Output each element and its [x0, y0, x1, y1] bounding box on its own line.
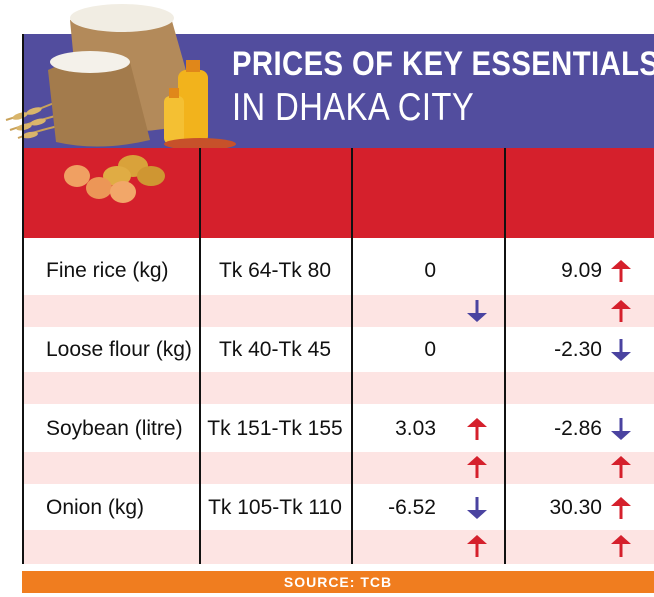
- change-value-1: 0: [424, 259, 436, 282]
- arrow-down-icon: [611, 339, 631, 361]
- page-subtitle: IN DHAKA CITY: [232, 86, 475, 129]
- column-divider-2: [351, 148, 353, 564]
- row-band-3: [22, 452, 654, 484]
- change-value-2: 30.30: [549, 496, 602, 519]
- price-range: Tk 105-Tk 110: [208, 496, 342, 519]
- arrow-up-icon: [611, 456, 631, 478]
- row-band-1: [22, 295, 654, 327]
- arrow-down-icon: [467, 300, 487, 322]
- arrow-up-icon: [467, 535, 487, 557]
- row-band-4: [22, 530, 654, 564]
- price-range: Tk 64-Tk 80: [218, 259, 332, 282]
- arrow-up-icon: [611, 497, 631, 519]
- column-divider-3: [504, 148, 506, 564]
- grain-sacks-illustration: [5, 4, 236, 150]
- change-value-1: -6.52: [388, 496, 436, 519]
- row-band-2: [22, 372, 654, 404]
- column-divider-1: [199, 148, 201, 564]
- arrow-up-icon: [611, 300, 631, 322]
- item-label: Loose flour (kg): [46, 338, 192, 361]
- item-label: Fine rice (kg): [46, 259, 169, 282]
- item-label: Soybean (litre): [46, 417, 183, 440]
- change-value-2: -2.86: [554, 417, 602, 440]
- arrow-up-icon: [611, 260, 631, 282]
- page-title: PRICES OF KEY ESSENTIALS: [232, 45, 654, 83]
- change-value-1: 0: [424, 338, 436, 361]
- change-value-2: -2.30: [554, 338, 602, 361]
- change-value-2: 9.09: [561, 259, 602, 282]
- change-value-1: 3.03: [395, 417, 436, 440]
- arrow-down-icon: [467, 497, 487, 519]
- arrow-down-icon: [611, 418, 631, 440]
- eggs-potatoes-illustration: [64, 155, 165, 203]
- source-bar: [22, 571, 654, 593]
- arrow-up-icon: [467, 418, 487, 440]
- price-range: Tk 151-Tk 155: [207, 417, 343, 440]
- table-left-border: [22, 34, 24, 564]
- price-range: Tk 40-Tk 45: [218, 338, 332, 361]
- item-label: Onion (kg): [46, 496, 145, 519]
- source-label: SOURCE: TCB: [283, 574, 393, 590]
- arrow-up-icon: [467, 456, 487, 478]
- arrow-up-icon: [611, 535, 631, 557]
